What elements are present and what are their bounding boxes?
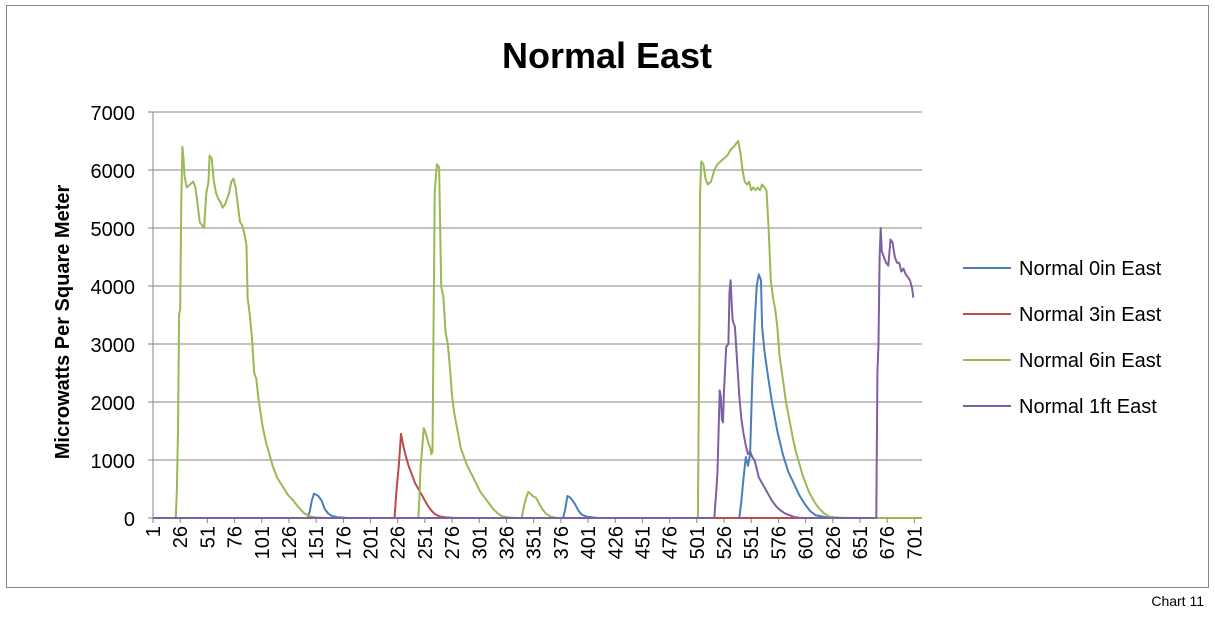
legend-label: Normal 0in East [1019,258,1162,280]
chart-caption: Chart 11 [1151,593,1204,609]
series-line-normal-6in-east [153,140,922,519]
series-line-normal-0in-east [153,273,922,519]
x-tick-label: 51 [197,526,219,548]
x-tick-label: 601 [796,526,818,559]
legend-label: Normal 6in East [1019,350,1162,372]
series-line-normal-3in-east [153,432,922,519]
y-tick-label: 6000 [91,161,136,183]
y-axis-label: Microwatts Per Square Meter [52,185,74,460]
x-tick-label: 576 [768,526,790,559]
y-tick-label: 7000 [91,103,136,125]
x-tick-label: 451 [632,526,654,559]
x-tick-label: 676 [877,526,899,559]
legend-label: Normal 3in East [1019,304,1162,326]
x-tick-label: 201 [361,526,383,559]
chart-title: Normal East [502,35,712,76]
x-tick-label: 426 [605,526,627,559]
x-tick-label: 251 [415,526,437,559]
chart-frame: Normal East Microwatts Per Square Meter … [6,5,1209,588]
x-tick-label: 551 [741,526,763,559]
x-tick-label: 76 [225,526,247,548]
x-tick-label: 376 [551,526,573,559]
x-tick-label: 1 [143,526,165,537]
x-tick-label: 101 [252,526,274,559]
x-tick-label: 651 [850,526,872,559]
legend: Normal 0in East Normal 3in East Normal 6in… [963,258,1162,418]
x-tick-label: 276 [442,526,464,559]
x-tick-label: 301 [469,526,491,559]
x-tick-label: 126 [279,526,301,559]
gridlines [153,111,922,461]
y-tick-label: 2000 [91,393,136,415]
x-tick-label: 26 [170,526,192,548]
series-lines [153,140,922,519]
x-tick-label: 226 [388,526,410,559]
x-tick-label: 476 [660,526,682,559]
line-chart: Normal East Microwatts Per Square Meter … [52,35,1162,559]
x-tick-label: 176 [333,526,355,559]
y-tick-label: 3000 [91,335,136,357]
y-tick-label: 4000 [91,277,136,299]
x-tick-label: 501 [687,526,709,559]
legend-label: Normal 1ft East [1019,396,1157,418]
y-tick-label: 1000 [91,451,136,473]
y-tick-label: 0 [124,509,135,531]
series-line-normal-1ft-east [153,227,915,519]
x-tick-label: 626 [823,526,845,559]
x-tick-label: 701 [904,526,926,559]
x-tick-label: 526 [714,526,736,559]
x-tick-label: 401 [578,526,600,559]
x-tick-label: 151 [306,526,328,559]
y-tick-label: 5000 [91,219,136,241]
x-tick-label: 326 [497,526,519,559]
x-tick-label: 351 [524,526,546,559]
